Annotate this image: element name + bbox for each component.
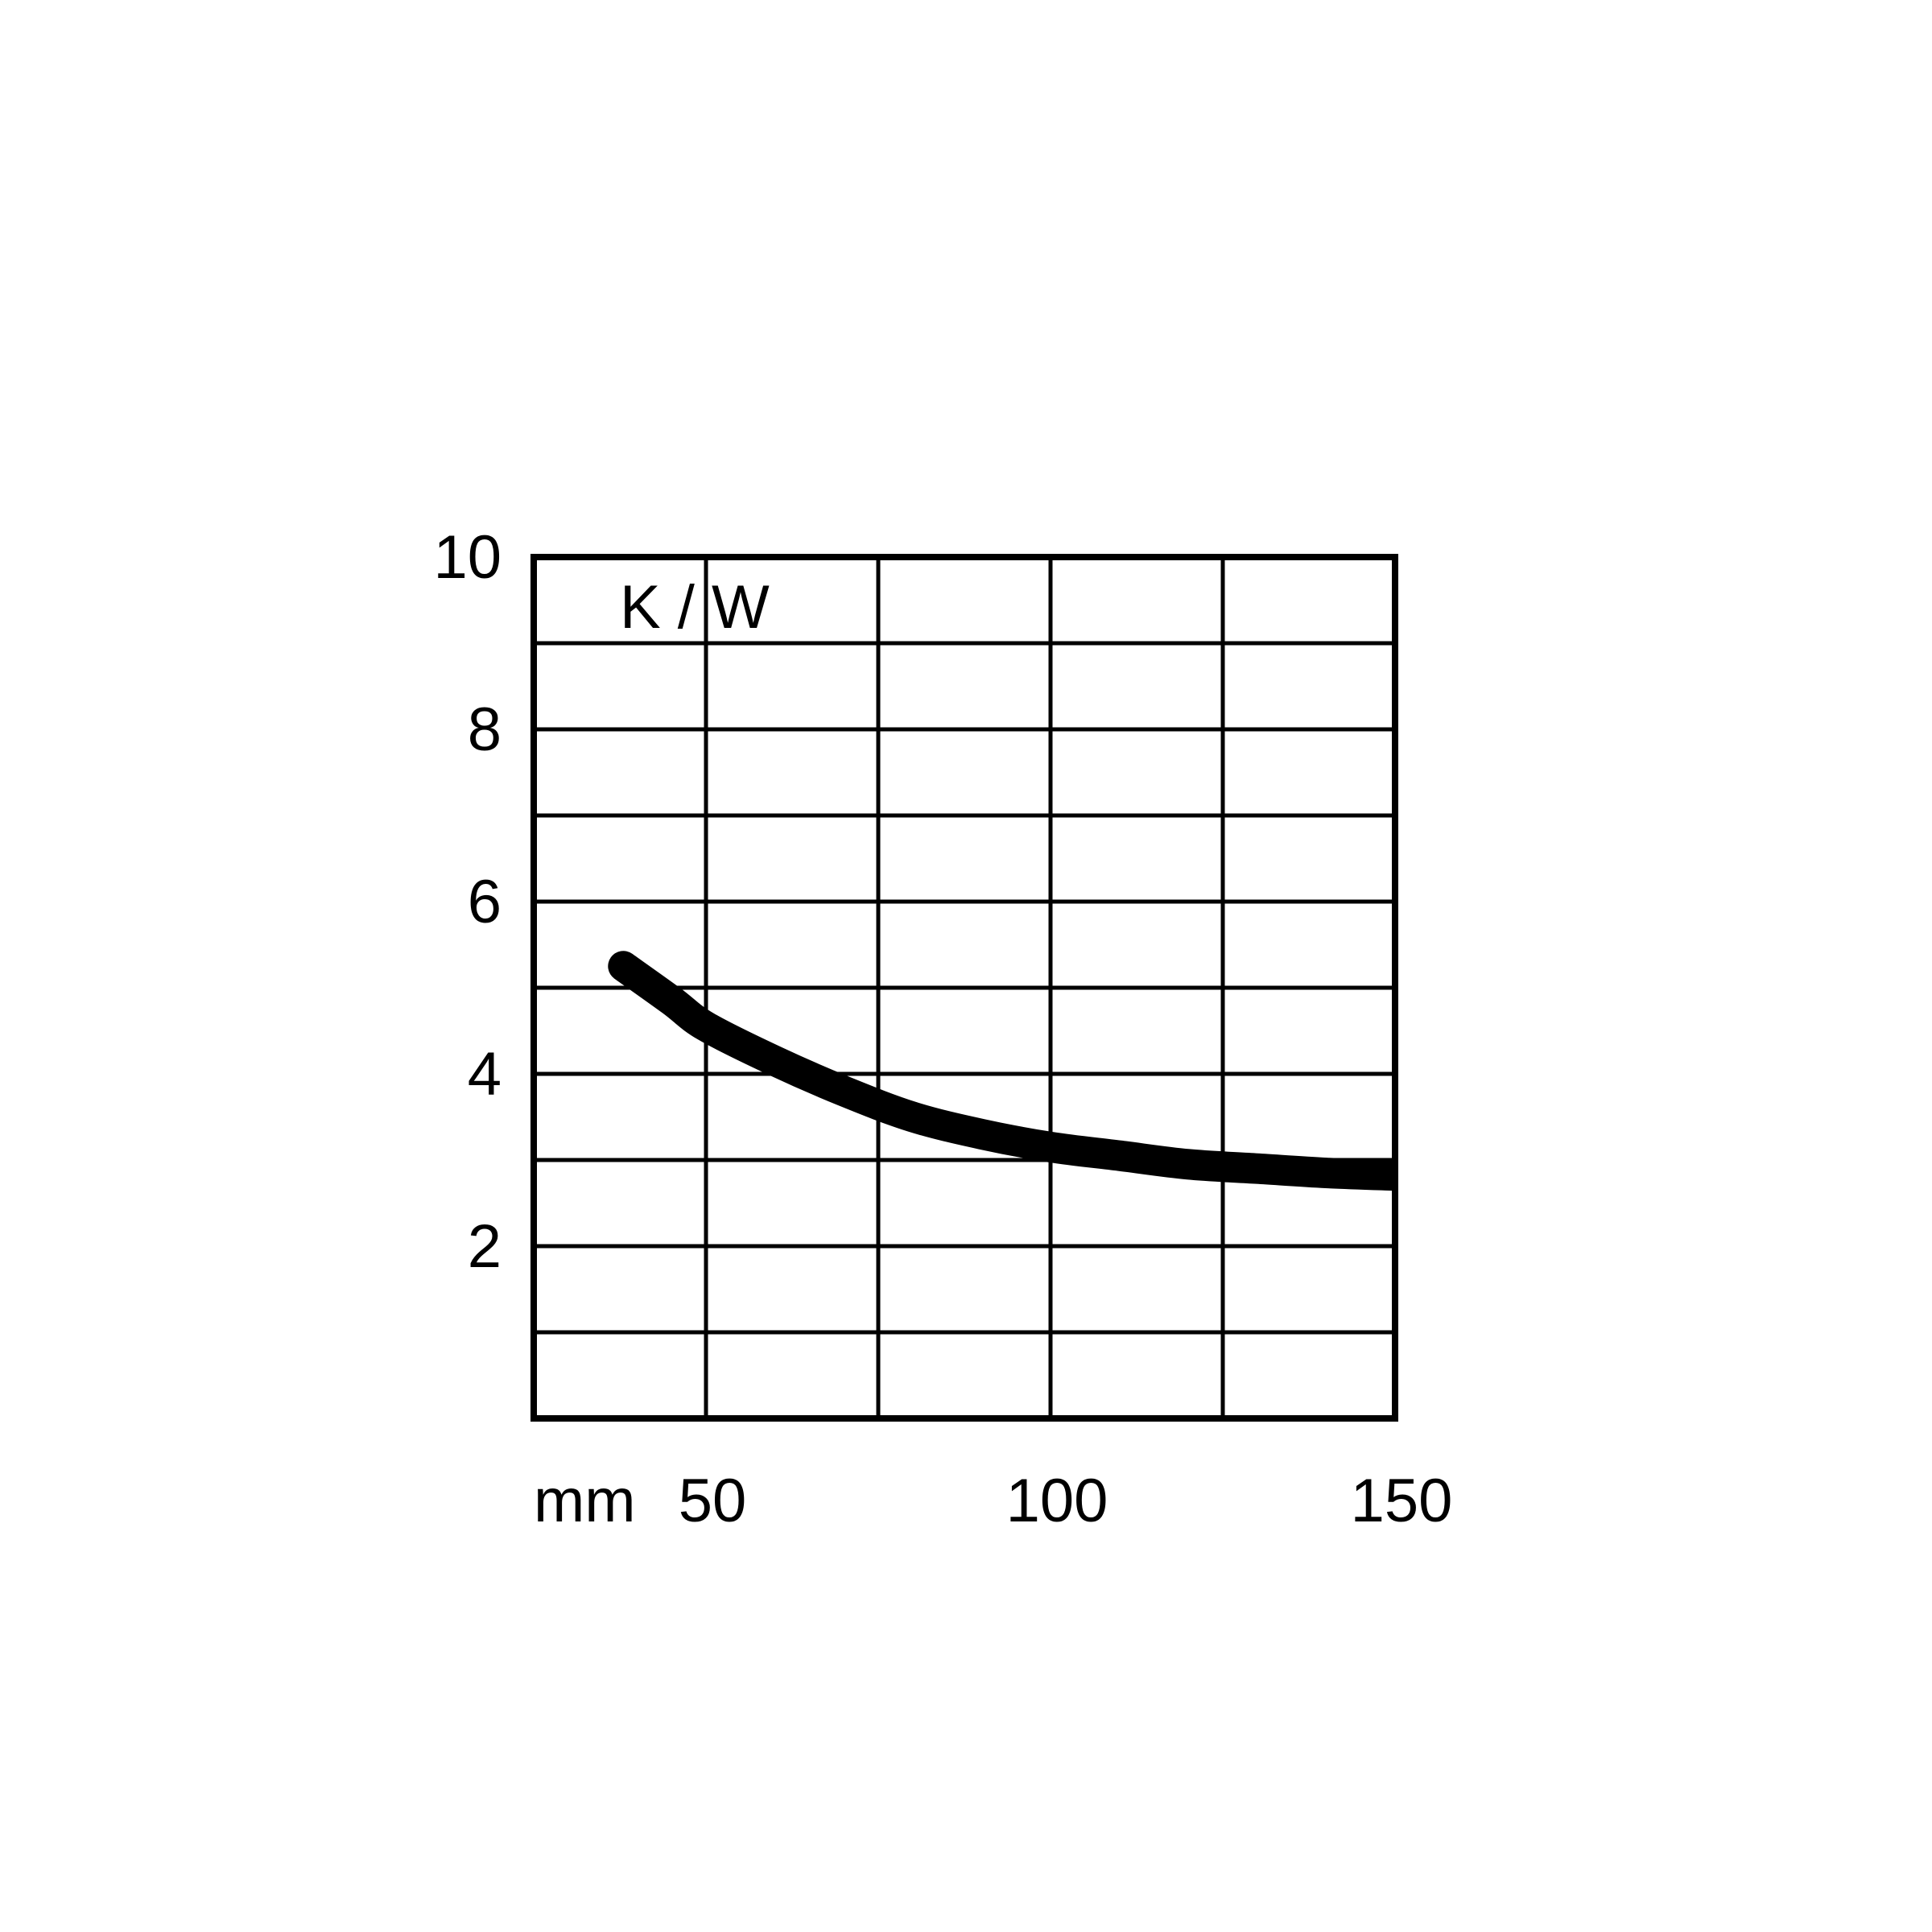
y-tick-label-10: 10: [433, 523, 502, 592]
y-tick-label-2: 2: [468, 1212, 502, 1281]
y-tick-label-8: 8: [468, 696, 502, 764]
y-tick-labels: 2 4 6 8 10: [433, 523, 502, 1281]
x-axis-unit-label: mm: [534, 1467, 636, 1535]
series-end-mask-0: [1398, 1151, 1430, 1200]
y-tick-label-6: 6: [468, 868, 502, 936]
series-line-0: [608, 951, 1410, 1191]
x-tick-labels: 50 100 150: [679, 1467, 1453, 1535]
y-axis-unit-label: K / W: [620, 573, 770, 642]
y-tick-label-4: 4: [468, 1040, 502, 1108]
x-tick-label-100: 100: [1006, 1467, 1108, 1535]
x-tick-label-150: 150: [1351, 1467, 1453, 1535]
plot-frame: [530, 554, 1398, 1422]
x-tick-label-50: 50: [679, 1467, 747, 1535]
series-layer: [608, 951, 1430, 1200]
